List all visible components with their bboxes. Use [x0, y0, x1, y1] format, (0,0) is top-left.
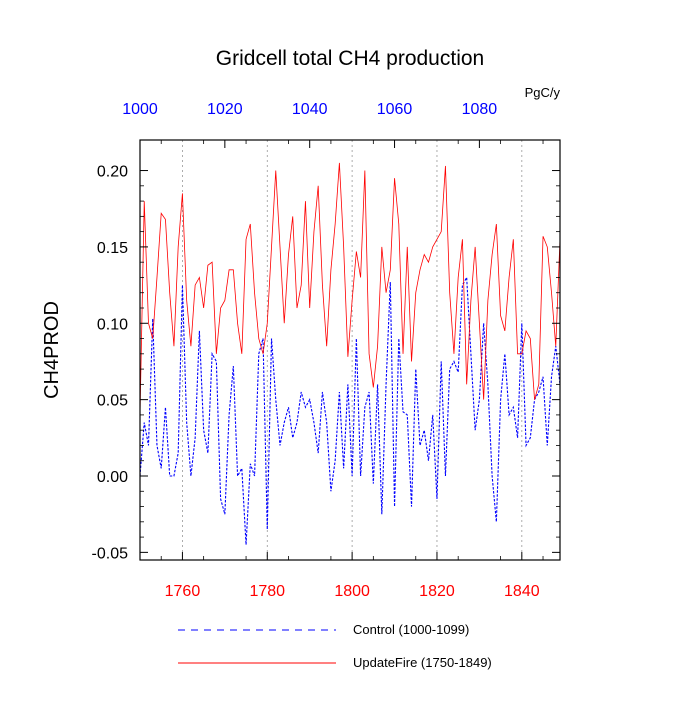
series-line-control	[139, 275, 561, 545]
y-tick-label: 0.20	[97, 164, 128, 181]
x-top-tick-label: 1060	[377, 101, 413, 118]
legend: Control (1000-1099) UpdateFire (1750-184…	[178, 622, 492, 670]
x-bottom-tick-label: 1820	[419, 583, 455, 600]
axis-ticks	[139, 140, 560, 560]
x-top-tick-label: 1080	[462, 101, 498, 118]
series-lines	[139, 162, 561, 545]
y-tick-label: -0.05	[92, 545, 129, 562]
x-top-tick-label: 1040	[292, 101, 328, 118]
units-label: PgC/y	[525, 85, 561, 100]
chart-title: Gridcell total CH4 production	[216, 47, 484, 70]
x-bottom-tick-label: 1760	[165, 583, 201, 600]
series-line-updatefire	[139, 162, 561, 415]
legend-label-control: Control (1000-1099)	[353, 622, 469, 637]
y-tick-label: 0.00	[97, 469, 128, 486]
y-tick-label: 0.05	[97, 393, 128, 410]
plot-frame	[139, 139, 561, 561]
legend-label-updatefire: UpdateFire (1750-1849)	[353, 655, 492, 670]
tick-labels: -0.05 0.00 0.05 0.10 0.15 0.20 1760 1780 1800 182…	[92, 101, 540, 600]
y-tick-label: 0.10	[97, 316, 128, 333]
x-bottom-tick-label: 1840	[504, 583, 540, 600]
x-top-tick-label: 1000	[122, 101, 158, 118]
y-axis-title: CH4PROD	[41, 301, 63, 399]
x-top-tick-label: 1020	[207, 101, 243, 118]
x-bottom-tick-label: 1800	[334, 583, 370, 600]
y-tick-label: 0.15	[97, 240, 128, 257]
x-bottom-tick-label: 1780	[249, 583, 285, 600]
